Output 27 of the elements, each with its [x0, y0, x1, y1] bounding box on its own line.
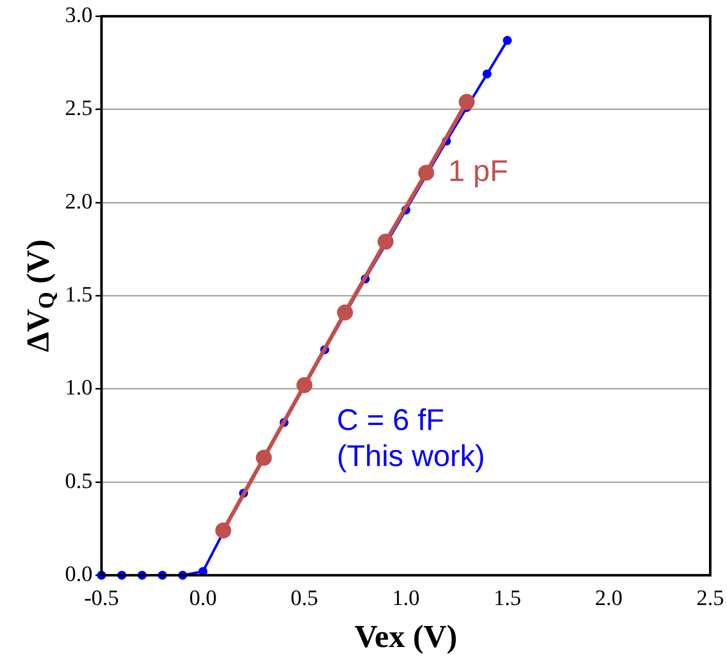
point: [482, 69, 492, 78]
y-tick-label: 3.0: [65, 2, 92, 27]
x-tick-label: 2.0: [595, 585, 623, 610]
x-tick-label: 1.5: [494, 585, 522, 610]
point: [337, 304, 353, 320]
point: [378, 234, 394, 250]
point: [256, 450, 272, 466]
x-tick-label: -0.5: [84, 585, 119, 610]
y-tick-label: 0.0: [65, 560, 92, 586]
series-label: C = 6 fF (This work): [336, 404, 486, 473]
x-tick-label: 2.5: [696, 585, 724, 610]
y-tick-label: 1.5: [65, 281, 92, 306]
x-tick-label: 0.5: [290, 585, 318, 610]
y-tick-label: 2.5: [65, 95, 92, 120]
y-tick-label: 2.0: [65, 188, 92, 214]
point: [418, 164, 434, 181]
x-tick-label: 1.0: [392, 585, 420, 610]
x-axis-title: Vex (V): [354, 618, 458, 654]
point: [458, 94, 475, 110]
point: [296, 377, 312, 394]
point: [215, 522, 232, 538]
x-tick-label: 0.0: [189, 585, 217, 610]
series-label: 1 pF: [448, 154, 508, 188]
y-tick-label: 1.0: [65, 374, 92, 400]
y-axis-title: ΔVQ (V): [19, 239, 59, 352]
point: [502, 36, 512, 45]
y-tick-label: 0.5: [65, 468, 92, 493]
